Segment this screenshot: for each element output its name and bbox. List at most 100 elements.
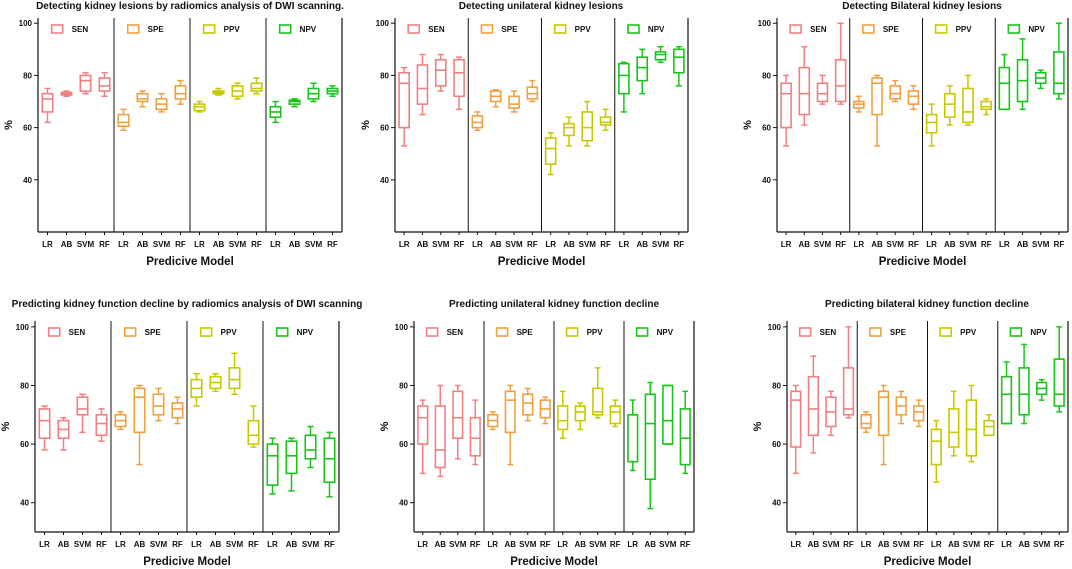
box-iqr <box>983 419 995 437</box>
x-tick-label: LR <box>619 240 630 249</box>
box-iqr <box>798 66 811 116</box>
y-tick-label: 60 <box>380 124 389 133</box>
box-iqr <box>599 116 612 126</box>
legend-swatch-spe <box>126 24 140 34</box>
x-tick-label: RF <box>984 540 995 549</box>
x-tick-label: SVM <box>887 240 905 249</box>
box-ppv-svm <box>965 384 978 463</box>
box-ppv-rf <box>609 399 621 428</box>
box-npv-rf <box>326 85 339 98</box>
box-iqr <box>877 390 890 437</box>
x-tick-label: LR <box>790 540 801 549</box>
box-ppv-ab <box>212 87 225 96</box>
legend-swatch-sen <box>50 24 64 34</box>
legend-swatch-ppv <box>934 24 948 34</box>
box-sen-lr <box>780 74 792 147</box>
legend-label-spe: SPE <box>501 25 518 34</box>
x-tick-label: LR <box>39 540 50 549</box>
x-tick-label: AB <box>213 240 225 249</box>
x-tick-label: SVM <box>519 540 537 549</box>
x-tick-label: RF <box>248 540 259 549</box>
x-tick-label: AB <box>808 540 820 549</box>
box-ppv-ab <box>574 402 586 431</box>
x-tick-label: SVM <box>226 540 244 549</box>
box-spe-rf <box>913 399 925 428</box>
x-tick-label: SVM <box>305 240 323 249</box>
y-tick-label: 100 <box>758 19 772 28</box>
x-tick-label: SVM <box>505 240 523 249</box>
legend-label-ppv: PPV <box>224 25 241 34</box>
legend-swatch-sen <box>47 327 61 337</box>
box-spe-lr <box>117 108 130 131</box>
box-iqr <box>136 92 149 103</box>
x-tick-label: LR <box>115 540 126 549</box>
legend-label-spe: SPE <box>890 328 907 337</box>
box-spe-svm <box>522 387 534 422</box>
box-sen-rf <box>842 326 855 419</box>
box-iqr <box>654 51 667 61</box>
box-spe-rf <box>171 396 184 425</box>
x-tick-label: AB <box>563 240 575 249</box>
x-tick-label: RF <box>680 540 691 549</box>
box-iqr <box>171 402 184 419</box>
box-sen-lr <box>398 66 410 147</box>
box-ppv-ab <box>943 85 956 126</box>
box-iqr <box>679 408 691 466</box>
box-iqr <box>1053 358 1065 407</box>
x-tick-label: SVM <box>959 240 977 249</box>
box-sen-svm <box>434 53 447 92</box>
box-iqr <box>38 408 51 440</box>
legend-swatch-npv <box>1009 327 1023 337</box>
legend-label-ppv: PPV <box>960 328 977 337</box>
box-iqr <box>1000 375 1013 425</box>
legend-swatch-npv <box>278 24 292 34</box>
box-iqr <box>434 58 447 87</box>
panel-title: Detecting unilateral kidney lesions <box>459 1 624 12</box>
box-sen-svm <box>452 384 464 460</box>
box-spe-lr <box>471 111 484 131</box>
legend-swatch-npv <box>1007 24 1021 34</box>
panel-title: Predicting kidney function decline by ra… <box>12 299 363 310</box>
box-iqr <box>673 48 685 74</box>
box-ppv-svm <box>581 100 594 147</box>
legend-swatch-npv <box>275 327 289 337</box>
box-iqr <box>871 77 883 116</box>
x-tick-label: LR <box>267 540 278 549</box>
box-ppv-rf <box>247 405 260 448</box>
legend-label-sen: SEN <box>72 25 89 34</box>
box-spe-svm <box>508 90 520 113</box>
box-iqr <box>889 85 902 100</box>
box-iqr <box>962 87 974 124</box>
x-tick-label: SVM <box>150 540 168 549</box>
box-spe-ab <box>489 89 502 108</box>
box-ppv-ab <box>209 373 222 393</box>
x-tick-label: SVM <box>302 540 320 549</box>
box-spe-rf <box>907 85 920 111</box>
box-npv-svm <box>662 384 674 445</box>
legend-label-ppv: PPV <box>956 25 973 34</box>
legend-label-spe: SPE <box>517 328 534 337</box>
box-npv-svm <box>307 82 320 103</box>
x-axis-label: Predicive Model <box>146 256 234 268</box>
box-iqr <box>416 64 429 105</box>
x-tick-label: AB <box>574 540 586 549</box>
box-iqr <box>398 72 410 129</box>
box-iqr <box>98 77 111 92</box>
legend-label-npv: NPV <box>300 25 317 34</box>
box-spe-rf <box>539 396 551 425</box>
box-ppv-rf <box>980 98 992 116</box>
box-iqr <box>609 405 621 425</box>
legend-label-sen: SEN <box>69 328 86 337</box>
x-tick-label: LR <box>627 540 638 549</box>
box-npv-rf <box>1053 326 1065 413</box>
box-sen-rf <box>469 399 481 466</box>
x-tick-label: AB <box>1017 240 1029 249</box>
box-ppv-rf <box>983 414 995 437</box>
x-tick-label: RF <box>99 240 110 249</box>
box-spe-lr <box>853 95 865 113</box>
box-spe-ab <box>133 384 146 466</box>
box-iqr <box>563 122 575 137</box>
x-tick-label: RF <box>600 240 611 249</box>
y-tick-label: 40 <box>23 176 32 185</box>
box-iqr <box>304 434 317 460</box>
